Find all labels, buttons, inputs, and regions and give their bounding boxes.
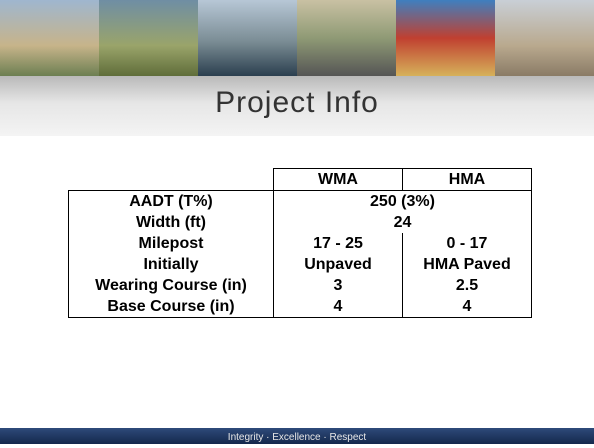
cell: 2.5 — [402, 275, 532, 296]
title-band — [0, 76, 594, 136]
column-header: WMA — [273, 168, 403, 191]
cell: Unpaved — [273, 254, 403, 275]
photo — [0, 0, 99, 76]
cell: 4 — [273, 296, 403, 318]
cell: 24 — [273, 212, 532, 233]
table-row: Base Course (in) 4 4 — [68, 296, 532, 318]
blank-cell — [68, 168, 274, 191]
table-row: Initially Unpaved HMA Paved — [68, 254, 532, 275]
photo — [495, 0, 594, 76]
data-table: WMA HMA AADT (T%) 250 (3%) Width (ft) 24 Milep… — [68, 168, 532, 318]
header-row: WMA HMA — [68, 168, 532, 191]
table-row: Milepost 17 - 25 0 - 17 — [68, 233, 532, 254]
row-label: Base Course (in) — [68, 296, 274, 318]
photo — [198, 0, 297, 76]
cell: 4 — [402, 296, 532, 318]
footer: Integrity · Excellence · Respect — [0, 428, 594, 444]
row-label: Initially — [68, 254, 274, 275]
row-label: Milepost — [68, 233, 274, 254]
cell: 250 (3%) — [273, 190, 532, 212]
photo — [297, 0, 396, 76]
cell: 17 - 25 — [273, 233, 403, 254]
photo — [99, 0, 198, 76]
slide-title: Project Info — [215, 86, 379, 119]
photo-banner — [0, 0, 594, 76]
photo — [396, 0, 495, 76]
cell: 0 - 17 — [402, 233, 532, 254]
table-row: Wearing Course (in) 3 2.5 — [68, 275, 532, 296]
cell: HMA Paved — [402, 254, 532, 275]
table-row: AADT (T%) 250 (3%) — [68, 190, 532, 212]
column-header: HMA — [402, 168, 532, 191]
row-label: AADT (T%) — [68, 190, 274, 212]
cell: 3 — [273, 275, 403, 296]
row-label: Width (ft) — [68, 212, 274, 233]
table-row: Width (ft) 24 — [68, 212, 532, 233]
row-label: Wearing Course (in) — [68, 275, 274, 296]
